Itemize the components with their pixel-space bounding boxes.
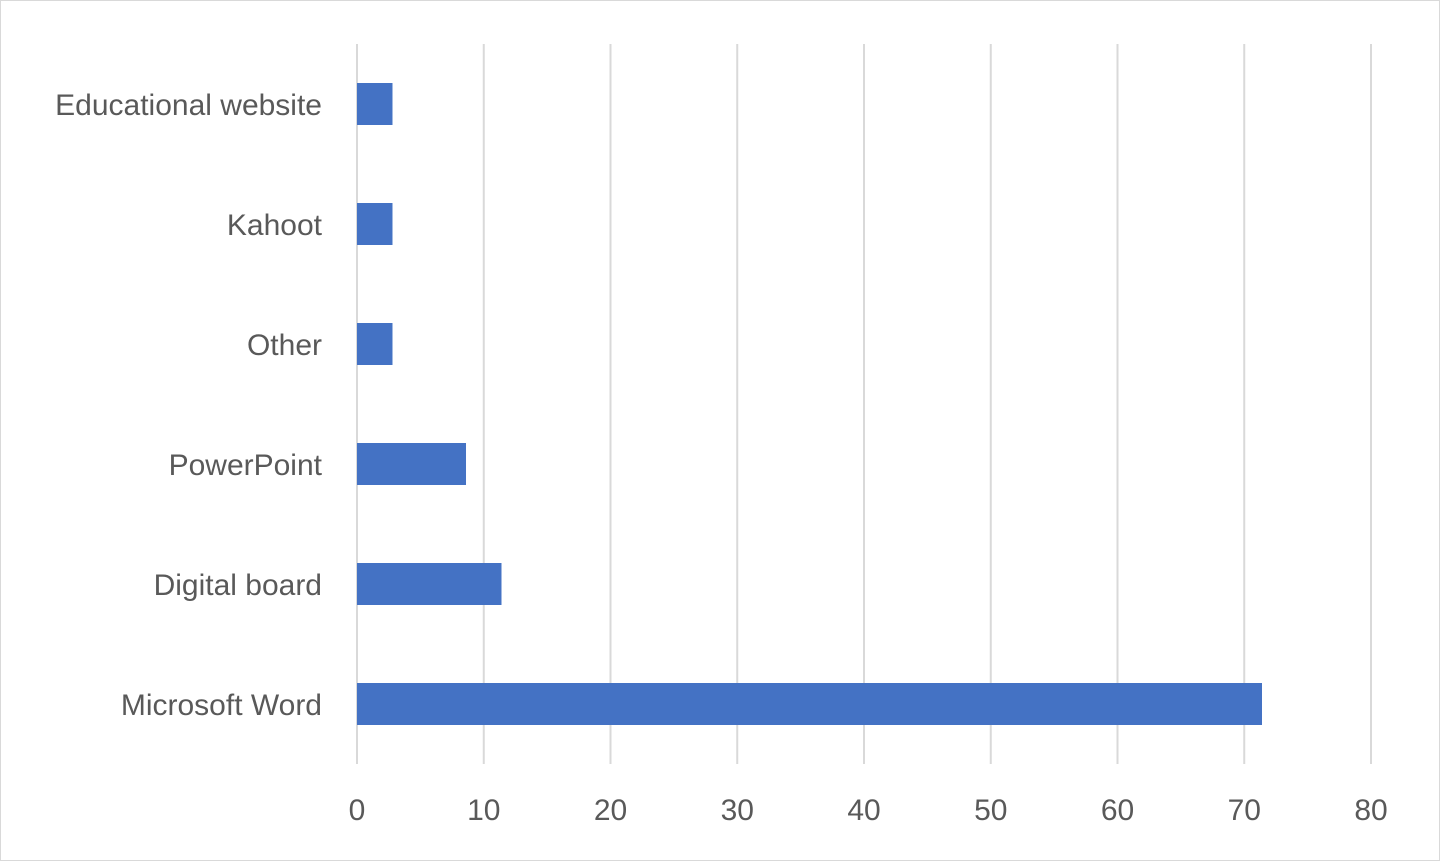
bar-microsoft-word (357, 683, 1262, 725)
bar-powerpoint (357, 443, 467, 485)
bar-other (357, 323, 393, 365)
x-tick-label-60: 60 (1101, 794, 1134, 827)
x-tick-label-30: 30 (721, 794, 754, 827)
category-label-microsoft-word: Microsoft Word (121, 689, 322, 722)
x-axis-tick-labels: 0 10 20 30 40 50 60 70 80 (349, 794, 1388, 827)
category-label-powerpoint: PowerPoint (169, 449, 323, 482)
x-tick-label-40: 40 (847, 794, 880, 827)
category-label-digital-board: Digital board (154, 569, 322, 602)
bars (357, 83, 1262, 725)
category-labels: Educational website Kahoot Other PowerPoint… (55, 89, 323, 722)
category-label-educational-website: Educational website (55, 89, 322, 122)
x-tick-label-10: 10 (467, 794, 500, 827)
gridlines (356, 44, 1372, 764)
x-tick-label-50: 50 (974, 794, 1007, 827)
x-tick-label-80: 80 (1354, 794, 1387, 827)
bar-educational-website (357, 83, 393, 125)
category-label-kahoot: Kahoot (227, 209, 323, 242)
x-tick-label-70: 70 (1228, 794, 1261, 827)
bar-kahoot (357, 203, 393, 245)
bar-digital-board (357, 563, 502, 605)
x-tick-label-20: 20 (594, 794, 627, 827)
x-tick-label-0: 0 (349, 794, 366, 827)
category-label-other: Other (247, 329, 322, 362)
